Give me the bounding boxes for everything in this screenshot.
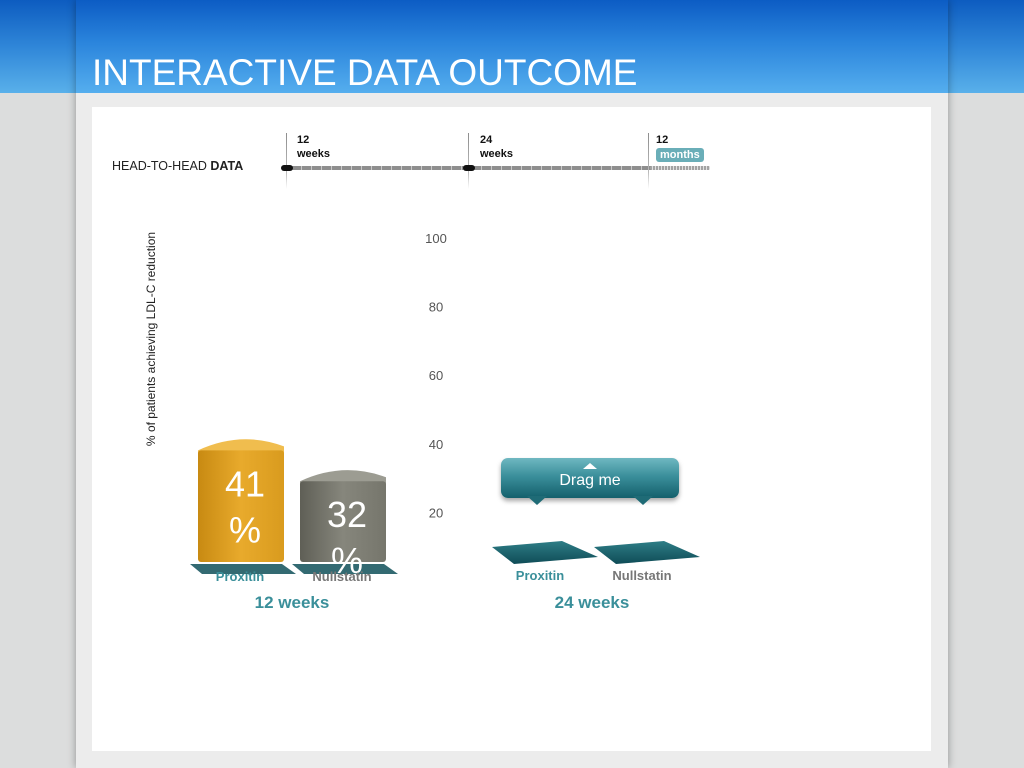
content-card: HEAD-TO-HEAD DATA 12 weeks 24 weeks 12 m…: [92, 107, 931, 751]
bar-base: [292, 564, 398, 574]
banner-left: [0, 0, 76, 93]
group-label: 12 weeks: [255, 593, 330, 612]
timeline-tick-12-months: [648, 133, 649, 189]
timeline-point-unit-active: months: [656, 148, 704, 162]
timeline-point-24-weeks[interactable]: 24 weeks: [480, 133, 513, 161]
timeline-point-num: 12: [656, 134, 669, 146]
bar-value-label: 41: [225, 463, 265, 504]
timeline-point-num: 12: [297, 134, 310, 146]
drag-me-label: Drag me: [559, 472, 621, 489]
bar-category-label: Proxitin: [216, 569, 264, 584]
timeline-knob-12-weeks[interactable]: [281, 165, 293, 171]
bar-category-label: Nullstatin: [312, 569, 371, 584]
drag-pointer-left: [527, 496, 547, 505]
timeline-tick-12-weeks: [286, 133, 287, 189]
bar-category-label: Nullstatin: [612, 568, 671, 583]
timeline-tick-24-weeks: [468, 133, 469, 189]
timeline-label-prefix: HEAD-TO-HEAD: [112, 159, 211, 173]
timeline-track-future: [650, 166, 710, 170]
bar-value-label: %: [229, 509, 261, 550]
category-labels: Proxitin Nullstatin 12 weeks Proxitin Nullst…: [216, 568, 672, 612]
timeline-knob-24-weeks[interactable]: [463, 165, 475, 171]
y-tick-label: 80: [429, 300, 443, 315]
banner-right: [948, 0, 1024, 93]
page-title: INTERACTIVE DATA OUTCOME: [92, 52, 638, 93]
timeline-point-num: 24: [480, 134, 493, 146]
arrow-up-icon: [583, 463, 597, 469]
bar-placeholder: [594, 541, 700, 564]
y-tick-label: 40: [429, 437, 443, 452]
bar-nullstatin: [300, 481, 386, 562]
timeline-point-unit: weeks: [480, 148, 514, 160]
drag-me-handle[interactable]: Drag me: [501, 458, 679, 505]
timeline-label-bold: DATA: [210, 159, 244, 173]
bar-value-label: 32: [327, 494, 367, 535]
bar-value-label: %: [331, 540, 363, 581]
main-panel: INTERACTIVE DATA OUTCOME HEAD-TO-HEAD DA…: [76, 0, 948, 768]
group-label: 24 weeks: [555, 593, 630, 612]
timeline-point-unit: weeks: [297, 148, 331, 160]
bars: 41% 32%: [190, 439, 700, 581]
y-tick-label: 60: [429, 368, 443, 383]
bar-category-label: Proxitin: [516, 568, 564, 583]
y-tick-labels: 20 40 60 80 100: [425, 231, 447, 520]
bar-placeholder: [492, 541, 598, 564]
y-tick-label: 100: [425, 231, 447, 246]
timeline-point-12-months[interactable]: 12 months: [656, 133, 704, 162]
timeline-track[interactable]: [282, 166, 710, 170]
y-tick-label: 20: [429, 505, 443, 520]
bar-base: [190, 564, 296, 574]
timeline-label: HEAD-TO-HEAD DATA: [112, 159, 243, 173]
header-bar: INTERACTIVE DATA OUTCOME: [76, 0, 948, 93]
drag-pointer-right: [633, 496, 653, 505]
timeline-point-12-weeks[interactable]: 12 weeks: [297, 133, 330, 161]
bar-chart: 20 40 60 80 100 41% 32% Proxitin Nullstatin 12 …: [152, 231, 736, 612]
bar-proxitin: [198, 450, 284, 562]
